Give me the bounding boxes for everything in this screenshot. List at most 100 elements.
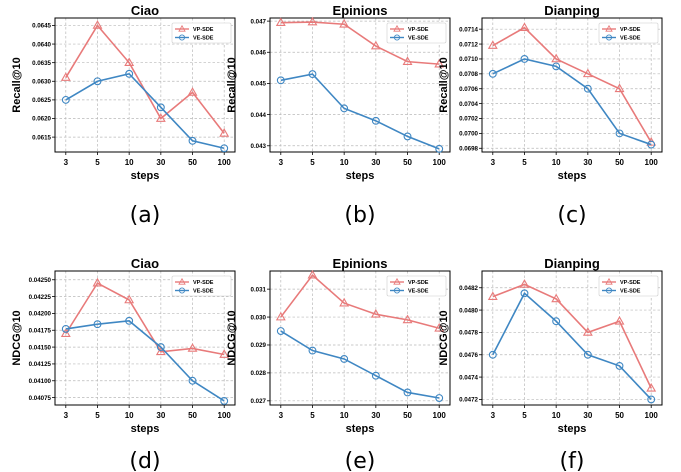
data-point-ve-sde — [520, 54, 529, 63]
x-tick-label: 100 — [433, 158, 447, 167]
y-tick-label: 0.047 — [251, 18, 267, 25]
data-point-vp-sde — [551, 53, 562, 63]
x-tick-label: 50 — [615, 411, 624, 420]
chart-title: Ciao — [131, 3, 159, 18]
x-axis-label: steps — [558, 170, 587, 182]
x-tick-label: 3 — [64, 411, 69, 420]
data-point-ve-sde — [340, 354, 349, 363]
data-point-vp-sde — [370, 40, 381, 50]
data-point-ve-sde — [308, 346, 317, 355]
x-axis-label: steps — [346, 423, 375, 435]
x-axis-label: steps — [346, 170, 375, 182]
y-tick-label: 0.028 — [251, 370, 267, 377]
legend-marker-circle — [178, 287, 186, 294]
data-point-ve-sde — [435, 144, 444, 153]
data-point-vp-sde — [614, 315, 625, 325]
data-point-ve-sde — [403, 388, 412, 397]
data-point-ve-sde — [93, 320, 102, 329]
y-tick-label: 0.0620 — [32, 116, 51, 123]
y-tick-label: 0.0706 — [459, 86, 478, 93]
legend: VP-SDE VE-SDE — [386, 22, 447, 44]
data-point-vp-sde — [519, 279, 530, 288]
plot-frame — [54, 270, 236, 406]
x-tick-label: 10 — [552, 158, 561, 167]
data-point-vp-sde — [124, 294, 135, 304]
x-tick-label: 50 — [188, 158, 197, 167]
panel-caption: (e) — [345, 449, 376, 472]
x-axis-label: steps — [558, 423, 587, 435]
y-axis-label: NDCG@10 — [226, 310, 238, 365]
data-point-vp-sde — [402, 314, 413, 324]
x-tick-label: 3 — [64, 158, 69, 167]
series-line-ve-sde — [492, 292, 652, 400]
x-tick-label: 10 — [340, 411, 349, 420]
series-line-ve-sde — [65, 319, 225, 402]
legend-label: VP-SDE — [620, 280, 641, 286]
y-tick-label: 0.0708 — [459, 71, 478, 78]
data-point-vp-sde — [275, 311, 286, 321]
chart-title: Dianping — [544, 3, 600, 18]
data-point-ve-sde — [156, 103, 165, 112]
y-axis-label: NDCG@10 — [11, 310, 23, 365]
y-tick-label: 0.044 — [251, 112, 267, 119]
x-tick-label: 10 — [552, 411, 561, 420]
y-tick-label: 0.0712 — [459, 41, 478, 48]
plot-frame — [54, 17, 236, 153]
data-point-vp-sde — [124, 57, 135, 67]
y-tick-label: 0.030 — [251, 314, 267, 321]
x-tick-label: 10 — [340, 158, 349, 167]
y-tick-label: 0.0714 — [459, 26, 478, 33]
x-tick-label: 100 — [218, 411, 232, 420]
x-tick-label: 5 — [95, 158, 100, 167]
y-tick-label: 0.0474 — [459, 374, 478, 381]
y-tick-label: 0.029 — [251, 342, 267, 349]
data-point-ve-sde — [188, 376, 197, 385]
data-point-ve-sde — [403, 132, 412, 141]
x-tick-label: 30 — [583, 411, 592, 420]
data-point-ve-sde — [308, 70, 317, 79]
legend-label: VP-SDE — [193, 280, 214, 286]
y-axis-label: Recall@10 — [438, 57, 450, 112]
x-tick-label: 30 — [156, 158, 165, 167]
data-point-ve-sde — [647, 140, 656, 149]
legend-label: VP-SDE — [408, 280, 429, 286]
legend-label: VE-SDE — [408, 36, 429, 42]
data-point-vp-sde — [519, 22, 530, 32]
chart-panel: 3 5 10 30 50 100 0.0615 0.0620 0.0625 0.0630 0.063… — [11, 3, 236, 228]
legend-marker-circle — [393, 34, 401, 41]
panel-caption: (b) — [344, 203, 375, 228]
series-line-ve-sde — [65, 72, 225, 150]
data-point-vp-sde — [92, 277, 103, 287]
data-point-vp-sde — [155, 113, 166, 122]
legend-marker-circle — [393, 287, 401, 294]
chart-panel: 3 5 10 30 50 100 0.027 0.028 0.029 0.030 0.031 Epin… — [226, 256, 451, 472]
data-point-vp-sde — [402, 56, 413, 65]
series-line-vp-sde — [65, 282, 225, 356]
panel-caption: (d) — [129, 449, 160, 472]
x-tick-label: 3 — [491, 411, 496, 420]
y-tick-label: 0.0702 — [459, 116, 478, 123]
data-point-vp-sde — [551, 293, 562, 303]
data-point-vp-sde — [434, 322, 445, 332]
x-tick-label: 5 — [310, 411, 315, 420]
data-point-vp-sde — [614, 83, 625, 93]
plot-frame — [481, 17, 663, 153]
data-point-vp-sde — [307, 269, 318, 279]
data-point-vp-sde — [370, 308, 381, 318]
legend-label: VP-SDE — [408, 27, 429, 33]
data-point-vp-sde — [307, 16, 318, 26]
y-axis-label: Recall@10 — [11, 57, 23, 112]
series-line-vp-sde — [280, 274, 440, 330]
legend-marker-triangle — [178, 277, 186, 285]
legend-marker-triangle — [393, 24, 401, 32]
legend-marker-circle — [605, 287, 613, 294]
x-tick-label: 30 — [371, 158, 380, 167]
legend: VP-SDE VE-SDE — [598, 275, 659, 297]
legend-label: VE-SDE — [193, 36, 214, 42]
data-point-ve-sde — [488, 69, 497, 78]
x-tick-label: 5 — [95, 411, 100, 420]
data-point-vp-sde — [155, 346, 166, 356]
data-point-ve-sde — [583, 350, 592, 359]
x-tick-label: 5 — [310, 158, 315, 167]
